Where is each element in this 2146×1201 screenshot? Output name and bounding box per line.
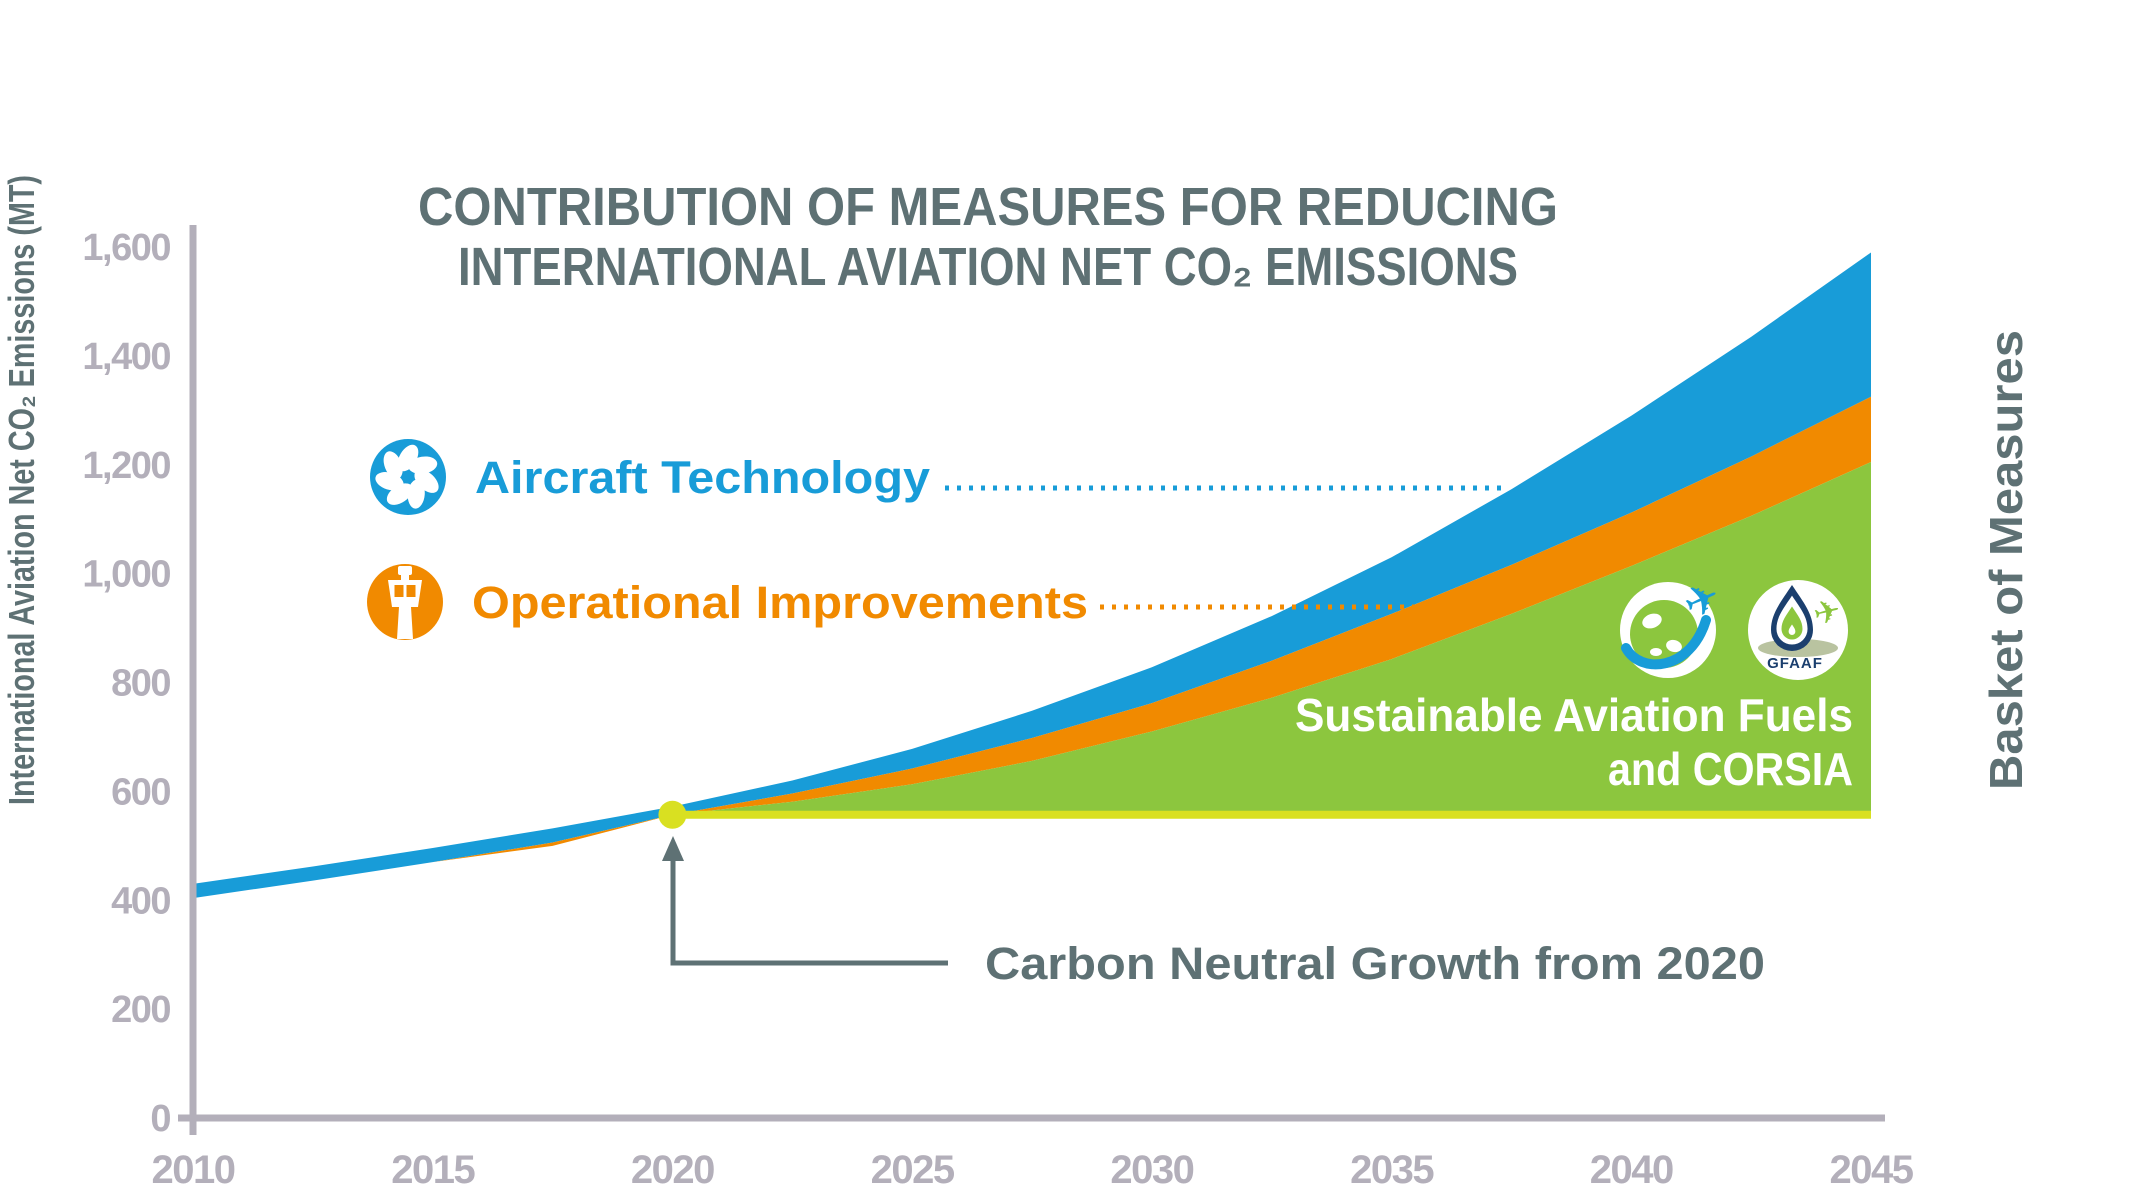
y-tick-label: 200 [111,989,170,1031]
y-tick-label: 400 [111,880,170,922]
x-tick-label: 2020 [631,1148,714,1192]
turbine-icon [375,444,439,509]
corsia-swoosh-icon [1621,615,1711,670]
y-tick-label: 1,400 [82,336,170,378]
y-tick-label: 0 [150,1098,170,1140]
control-tower-icon [388,566,422,639]
x-tick-label: 2025 [871,1148,955,1192]
corsia-badge: ✈ [1620,571,1728,678]
x-tick-label: 2030 [1110,1148,1193,1192]
axis-ticks: 1,600 1,400 1,200 1,000 800 600 400 200 0 2010 201… [82,227,1915,1192]
cng-2020-dot [658,800,687,829]
axes [178,225,1885,1135]
y-tick-label: 1,600 [82,227,170,269]
turbine-blade-icon [408,456,438,474]
gfaaf-badge: ✈ GFAAF [1748,580,1848,680]
cng-annotation: Carbon Neutral Growth from 2020 [662,836,1765,989]
basket-of-measures-label: Basket of Measures [1980,330,2032,790]
y-tick-label: 1,200 [82,445,170,487]
x-tick-label: 2035 [1350,1148,1434,1192]
y-tick-label: 600 [111,771,170,813]
x-tick-label: 2040 [1590,1148,1673,1192]
y-tick-label: 1,000 [82,554,170,596]
chart-title-line1: CONTRIBUTION OF MEASURES FOR REDUCING [418,177,1558,237]
gfaaf-label: GFAAF [1767,655,1823,672]
turbine-blade-icon [383,451,403,480]
x-tick-label: 2015 [391,1148,475,1192]
y-tick-label: 800 [111,663,170,705]
y-axis-title: International Aviation Net CO₂ Emissions… [1,175,42,805]
legend-operational-improvements: Operational Improvements [367,564,1420,640]
annotation-elbow-line [670,856,948,966]
chart-areas [193,252,1871,899]
saf-corsia-label-line2: and CORSIA [1608,743,1853,795]
gfaaf-droplet-icon [1771,585,1813,651]
chart-title-line2: INTERNATIONAL AVIATION NET CO₂ EMISSIONS [458,237,1518,297]
turbine-hub-icon [401,470,415,484]
annotation-arrowhead-icon [662,836,684,861]
saf-corsia-area [672,462,1871,815]
aircraft-technology-label: Aircraft Technology [475,452,930,503]
saf-corsia-label-line1: Sustainable Aviation Fuels [1295,689,1853,741]
x-tick-label: 2045 [1830,1148,1914,1192]
cng-annotation-label: Carbon Neutral Growth from 2020 [985,938,1765,989]
x-tick-label: 2010 [152,1148,235,1192]
legend-aircraft-technology: Aircraft Technology [370,439,1505,515]
operational-improvements-label: Operational Improvements [472,577,1088,628]
